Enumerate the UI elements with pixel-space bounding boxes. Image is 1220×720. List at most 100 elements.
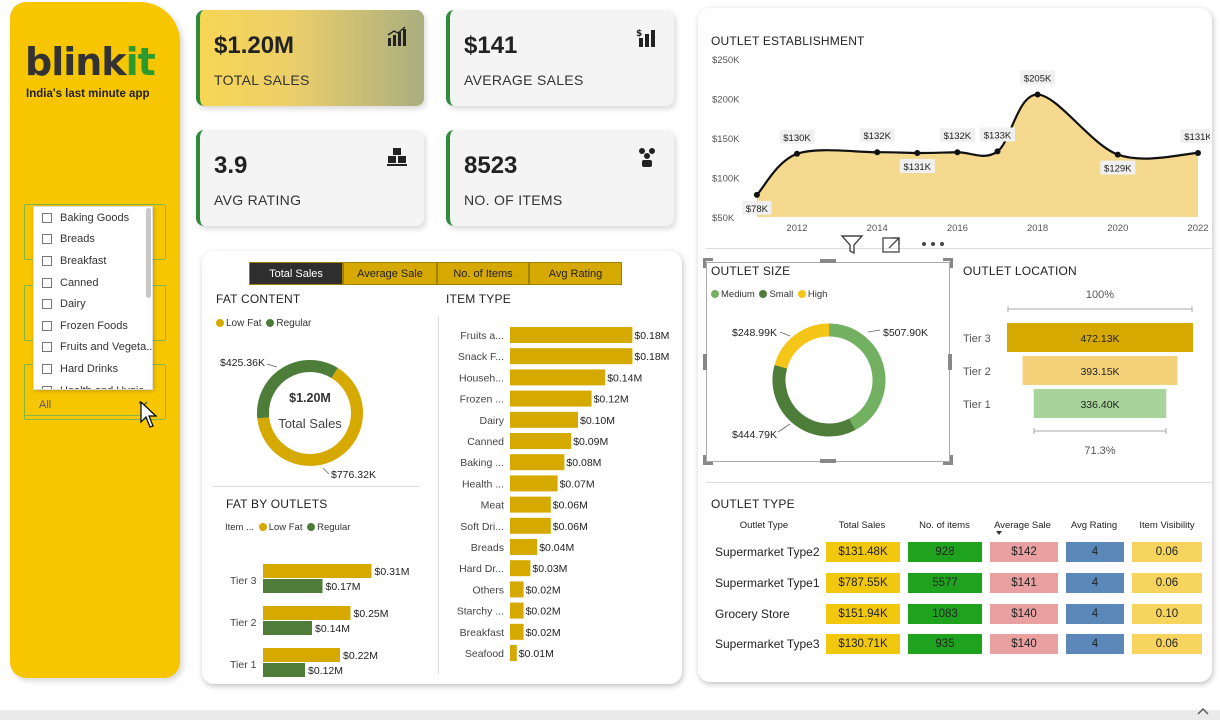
checkbox[interactable] — [42, 385, 52, 389]
bar-item-type[interactable] — [510, 454, 565, 471]
chevron-up-icon[interactable] — [1196, 706, 1210, 716]
donut-center-label: Total Sales — [278, 416, 342, 431]
focus-mode-icon[interactable] — [880, 234, 904, 256]
checkbox[interactable] — [42, 363, 52, 374]
data-point[interactable] — [1034, 91, 1041, 98]
bar-label-item-type: $0.03M — [532, 563, 567, 575]
funnel-bar-label: 336.40K — [1080, 399, 1119, 411]
data-point[interactable] — [914, 150, 921, 157]
item-type-filter-dropdown[interactable]: Baking Goods Breads Breakfast Canned Dairy Fr… — [33, 206, 153, 390]
checkbox[interactable] — [42, 234, 52, 245]
bar-item-type[interactable] — [510, 348, 633, 365]
filter-option[interactable]: Health and Hygie... — [34, 380, 152, 389]
col-header-no-of-items[interactable]: No. of items — [919, 520, 970, 531]
resize-handle[interactable] — [943, 258, 953, 268]
series-line — [756, 93, 1199, 196]
resize-handle[interactable] — [948, 354, 952, 370]
funnel-bar[interactable] — [1033, 389, 1167, 418]
filter-option[interactable]: Canned — [34, 272, 152, 294]
data-point[interactable] — [753, 191, 760, 198]
resize-handle[interactable] — [943, 455, 953, 465]
bar-regular[interactable] — [263, 579, 323, 593]
donut-slice-regular[interactable] — [257, 360, 338, 419]
bar-item-type[interactable] — [510, 602, 524, 619]
filter-option[interactable]: Breads — [34, 229, 152, 251]
item-type-filter-select[interactable]: All — [25, 396, 157, 416]
funnel-bar[interactable] — [1007, 323, 1193, 352]
donut-slice-low-fat[interactable] — [257, 367, 363, 466]
funnel-top-percent: 100% — [1086, 289, 1114, 301]
donut-slice-small[interactable] — [772, 364, 856, 437]
bar-item-type[interactable] — [510, 517, 551, 534]
resize-handle[interactable] — [703, 455, 713, 465]
col-header-average-sale[interactable]: Average Sale — [994, 520, 1051, 531]
fat-content-donut: $1.20M Total Sales $425.36K $776.32K — [220, 357, 376, 481]
funnel-stage-label: Tier 1 — [963, 399, 991, 411]
data-point[interactable] — [994, 148, 1001, 155]
bar-low-fat[interactable] — [263, 564, 372, 578]
resize-handle[interactable] — [820, 459, 836, 463]
data-point[interactable] — [1114, 151, 1121, 158]
filter-scrollbar[interactable] — [146, 208, 151, 298]
bar-label-item-type: $0.07M — [560, 478, 595, 490]
donut-slice-medium[interactable] — [828, 323, 886, 430]
bar-item-type[interactable] — [510, 411, 578, 428]
data-point[interactable] — [1195, 150, 1201, 157]
bar-item-type[interactable] — [510, 433, 572, 449]
bar-item-type[interactable] — [510, 327, 633, 343]
col-header-avg-rating[interactable]: Avg Rating — [1070, 520, 1118, 531]
tab-no-of-items[interactable]: No. of Items — [437, 262, 529, 285]
bar-item-type[interactable] — [510, 539, 538, 555]
col-header-outlet-type[interactable]: Outlet Type — [739, 520, 789, 531]
tab-total-sales[interactable]: Total Sales — [249, 262, 343, 285]
bar-regular[interactable] — [263, 621, 312, 635]
data-label: $78K — [746, 204, 769, 215]
tab-avg-rating[interactable]: Avg Rating — [529, 262, 622, 285]
checkbox[interactable] — [42, 255, 52, 266]
resize-handle[interactable] — [703, 258, 713, 268]
tab-average-sale[interactable]: Average Sale — [343, 262, 437, 285]
bar-regular[interactable] — [263, 663, 305, 677]
brand-name-part2: it — [125, 40, 156, 84]
filter-option[interactable]: Frozen Foods — [34, 315, 152, 337]
data-point[interactable] — [954, 149, 961, 156]
bar-label-item-type: $0.09M — [573, 436, 608, 448]
bar-low-fat[interactable] — [263, 648, 340, 662]
bar-item-type[interactable] — [510, 645, 517, 661]
bar-item-type[interactable] — [510, 560, 531, 577]
filter-icon[interactable] — [840, 234, 864, 256]
filter-option[interactable]: Hard Drinks — [34, 358, 152, 380]
bar-item-type[interactable] — [510, 496, 551, 513]
bar-item-type[interactable] — [510, 581, 524, 598]
more-options-icon[interactable] — [920, 238, 946, 250]
data-point[interactable] — [874, 149, 881, 156]
resize-handle[interactable] — [820, 259, 836, 263]
bar-item-type[interactable] — [510, 390, 592, 407]
data-point[interactable] — [794, 150, 800, 157]
bar-item-type[interactable] — [510, 623, 524, 640]
donut-slice-high[interactable] — [774, 323, 830, 369]
filter-option[interactable]: Fruits and Vegeta... — [34, 337, 152, 359]
checkbox[interactable] — [42, 212, 52, 223]
bar-low-fat[interactable] — [263, 606, 351, 620]
filter-option[interactable]: Baking Goods — [34, 207, 152, 229]
cell-outlet-name: Supermarket Type1 — [715, 576, 820, 590]
checkbox[interactable] — [42, 320, 52, 331]
funnel-bar[interactable] — [1022, 356, 1178, 385]
bar-item-type[interactable] — [510, 475, 558, 492]
col-header-item-visibility[interactable]: Item Visibility — [1139, 520, 1195, 531]
bar-label-low-fat: $0.25M — [354, 608, 389, 620]
sort-descending-icon[interactable] — [995, 530, 1003, 536]
bar-label-item-type: $0.18M — [634, 330, 669, 342]
filter-option[interactable]: Breakfast — [34, 250, 152, 272]
filter-option[interactable]: Dairy — [34, 293, 152, 315]
col-header-total-sales[interactable]: Total Sales — [838, 520, 886, 531]
cell-no-of-items: 935 — [908, 634, 982, 654]
checkbox[interactable] — [42, 342, 52, 353]
checkbox[interactable] — [42, 277, 52, 288]
kpi-label: TOTAL SALES — [214, 72, 310, 88]
checkbox[interactable] — [42, 299, 52, 310]
funnel-stage-label: Tier 3 — [963, 333, 991, 345]
resize-handle[interactable] — [703, 354, 707, 370]
bar-item-type[interactable] — [510, 369, 606, 386]
